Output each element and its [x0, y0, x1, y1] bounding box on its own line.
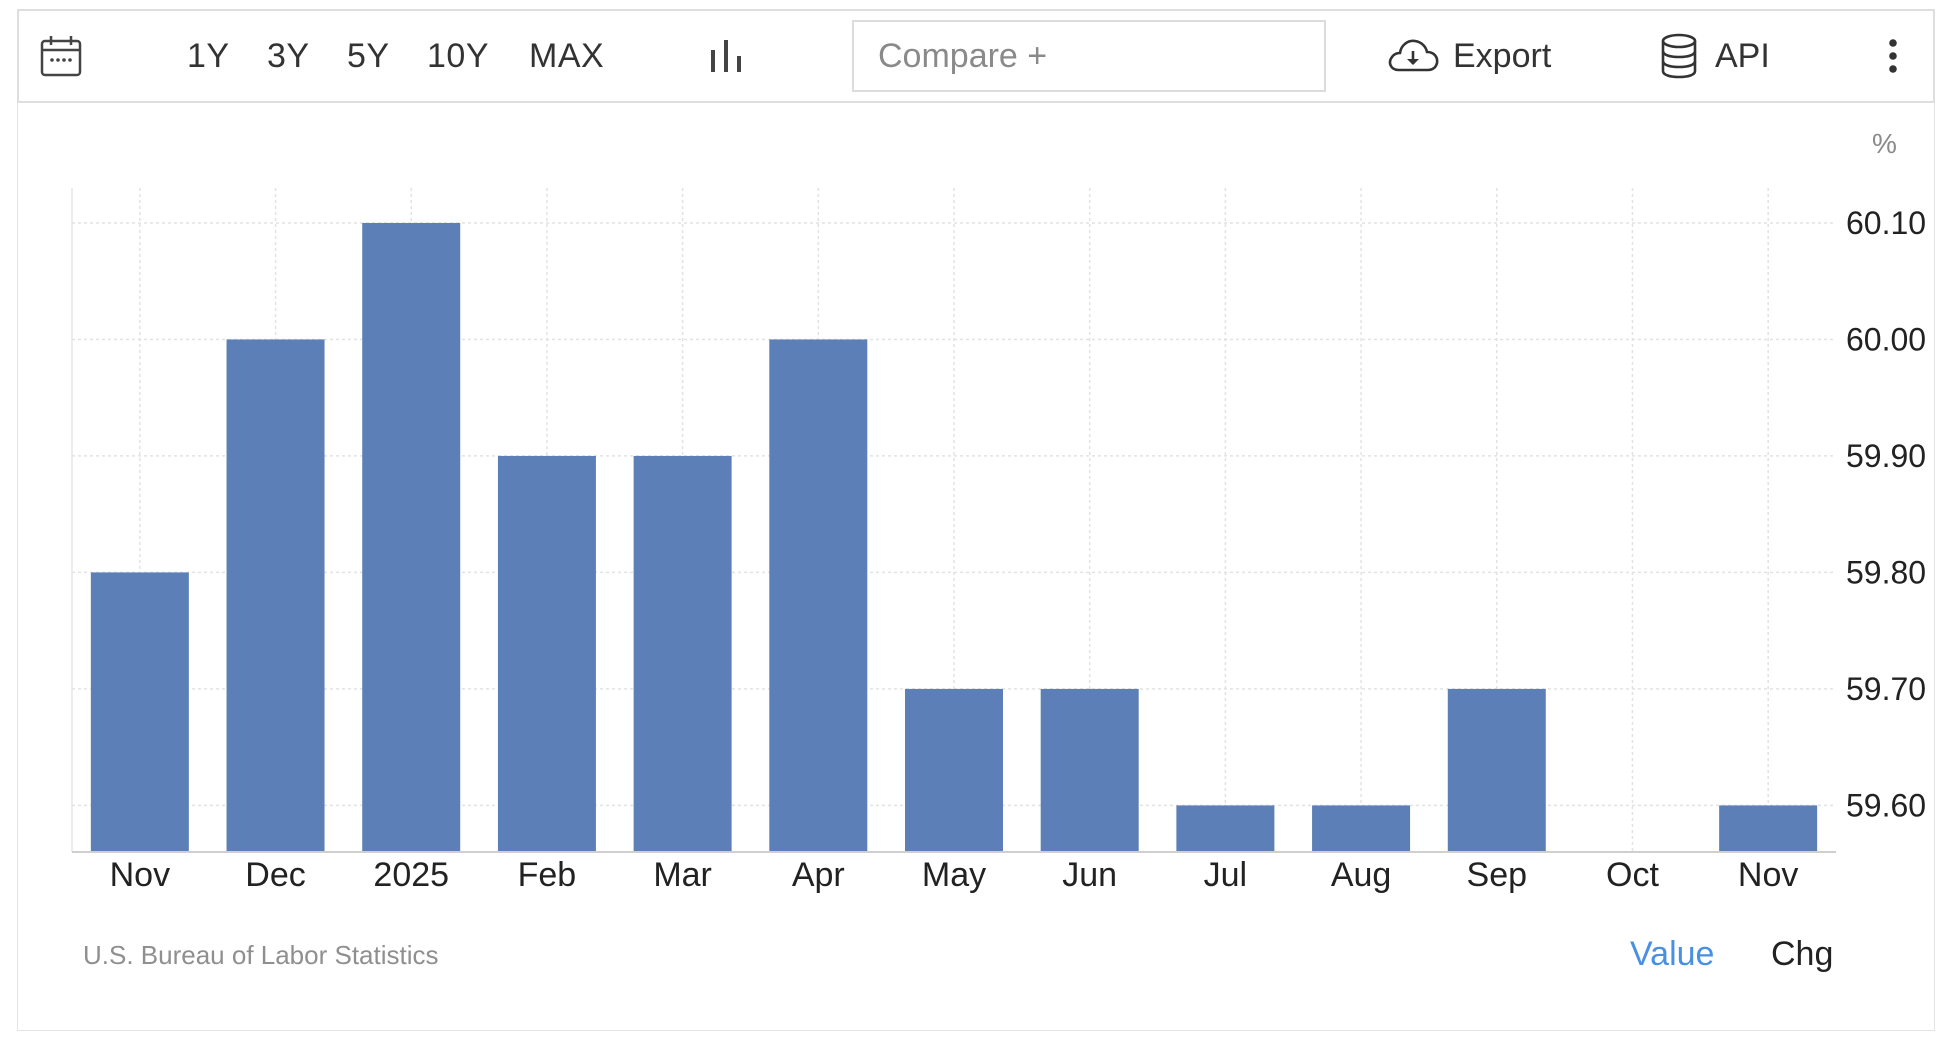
x-tick-label: Aug — [1331, 856, 1392, 894]
x-tick-label: Mar — [653, 856, 712, 894]
y-tick-label: 60.00 — [1846, 321, 1926, 357]
x-tick-label: Jul — [1204, 856, 1247, 894]
x-tick-label: Dec — [245, 856, 305, 894]
chg-tab[interactable]: Chg — [1771, 935, 1834, 973]
x-tick-label: Nov — [1738, 856, 1798, 894]
y-tick-label: 59.70 — [1846, 671, 1926, 707]
cloud-download-icon — [1388, 39, 1439, 72]
x-tick-label: Sep — [1467, 856, 1528, 894]
bar[interactable] — [769, 339, 868, 852]
bar[interactable] — [1176, 805, 1275, 852]
y-tick-label: 60.10 — [1846, 205, 1926, 241]
range-3y-button[interactable]: 3Y — [267, 36, 310, 75]
bar[interactable] — [1312, 805, 1411, 852]
range-5y-button[interactable]: 5Y — [347, 36, 390, 75]
unit-label: % — [1872, 128, 1897, 159]
bar[interactable] — [497, 455, 596, 852]
bar[interactable] — [633, 455, 732, 852]
x-tick-label: Feb — [518, 856, 577, 894]
api-label: API — [1715, 36, 1770, 75]
x-tick-label: Apr — [792, 856, 845, 894]
x-tick-label: May — [922, 856, 986, 894]
value-tab[interactable]: Value — [1630, 935, 1715, 973]
compare-input[interactable] — [852, 20, 1326, 92]
x-tick-label: 2025 — [373, 856, 449, 894]
x-tick-label: Jun — [1062, 856, 1117, 894]
y-tick-label: 59.60 — [1846, 787, 1926, 823]
export-label: Export — [1453, 36, 1552, 75]
api-button[interactable]: API — [1659, 11, 1770, 101]
x-tick-label: Nov — [110, 856, 170, 894]
bar[interactable] — [362, 222, 461, 852]
y-tick-label: 59.80 — [1846, 554, 1926, 590]
source-label: U.S. Bureau of Labor Statistics — [83, 940, 439, 970]
range-1y-button[interactable]: 1Y — [187, 36, 230, 75]
y-tick-label: 59.90 — [1846, 438, 1926, 474]
bar[interactable] — [1447, 688, 1546, 852]
export-button[interactable]: Export — [1385, 11, 1551, 101]
range-max-button[interactable]: MAX — [529, 36, 605, 75]
range-10y-button[interactable]: 10Y — [427, 36, 489, 75]
database-icon — [1661, 33, 1697, 79]
calendar-icon[interactable] — [39, 11, 83, 101]
x-tick-label: Oct — [1606, 856, 1659, 894]
bar[interactable] — [226, 339, 325, 852]
toolbar: 1Y 3Y 5Y 10Y MAX Export API — [17, 9, 1935, 103]
bar[interactable] — [1040, 688, 1139, 852]
more-vertical-icon[interactable] — [1885, 11, 1901, 101]
bar[interactable] — [90, 572, 189, 852]
bar[interactable] — [905, 688, 1003, 852]
bar[interactable] — [1719, 805, 1818, 852]
bar-chart-icon[interactable] — [709, 11, 743, 101]
